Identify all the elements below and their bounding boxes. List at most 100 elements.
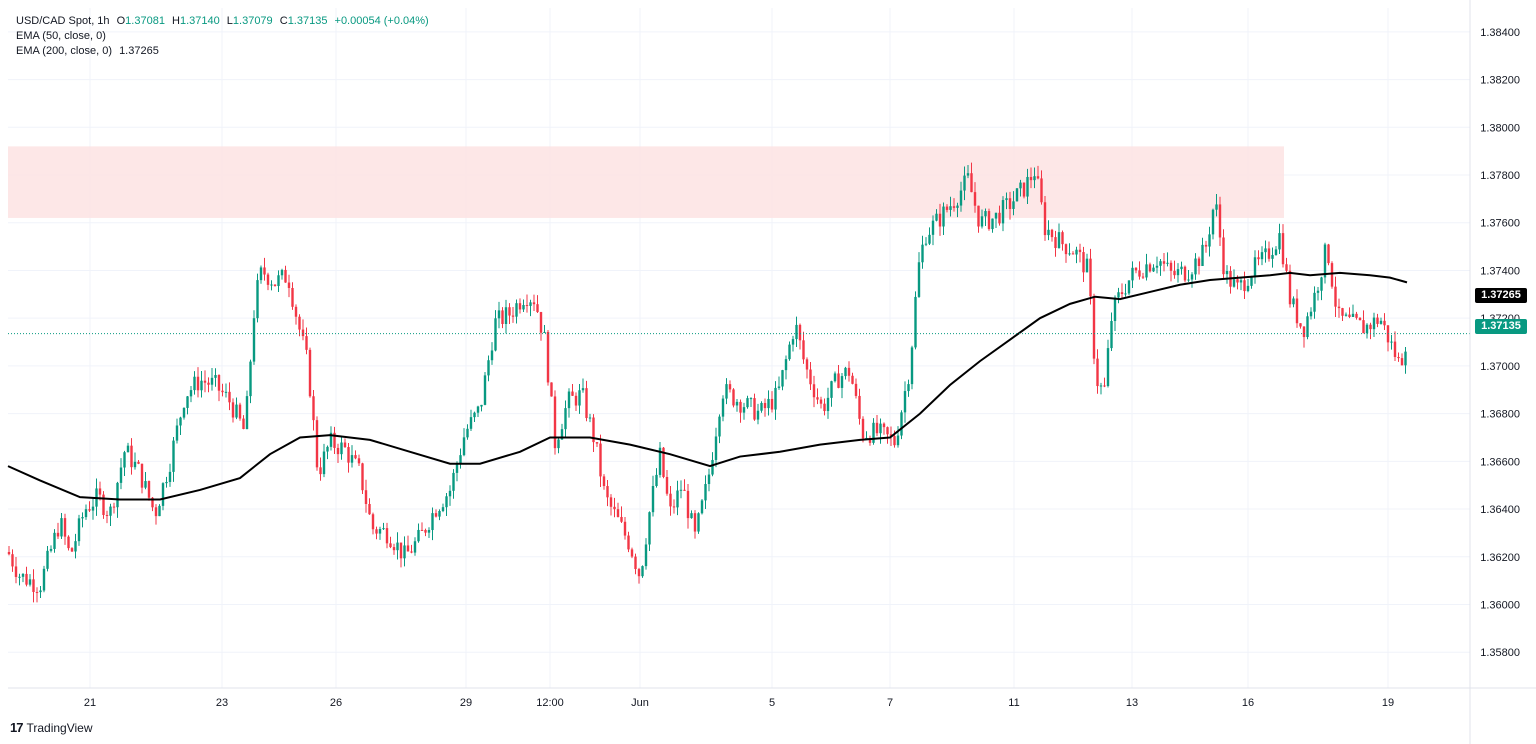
candle-body [679, 489, 683, 491]
tradingview-logo-icon: 17 [10, 720, 24, 735]
candle-body [1299, 323, 1302, 327]
candle [1124, 283, 1127, 297]
candle-body [711, 459, 714, 475]
candle [1292, 296, 1295, 308]
candle-body [588, 417, 592, 419]
candle [389, 536, 392, 549]
candle-body [1012, 201, 1015, 209]
candle [784, 355, 788, 380]
legend-ema50-row[interactable]: EMA (50, close, 0) [16, 29, 429, 44]
candle-body [154, 507, 158, 517]
candle [630, 547, 634, 559]
candle-body [228, 391, 231, 403]
legend-ema200-row[interactable]: EMA (200, close, 0) 1.37265 [16, 44, 429, 59]
candle-body [242, 418, 245, 430]
candle-body [1400, 358, 1404, 366]
candle [119, 458, 123, 490]
candle-body [312, 396, 315, 421]
candle-body [1372, 317, 1376, 330]
candle-body [1047, 229, 1050, 236]
candle-body [392, 547, 396, 551]
candle-body [1092, 296, 1096, 359]
candle-body [182, 407, 186, 418]
candle [1365, 323, 1369, 339]
candle-body [914, 296, 917, 348]
candle [1110, 312, 1113, 352]
ema200-price-tag: 1.37265 [1475, 288, 1527, 303]
candle [648, 511, 651, 551]
time-tick-label: 12:00 [536, 697, 564, 709]
candle-body [189, 390, 193, 397]
candle [291, 282, 294, 310]
candle-body [788, 344, 791, 360]
candle [224, 383, 228, 398]
candle [431, 507, 434, 541]
candle [536, 295, 539, 314]
candle [1281, 224, 1285, 268]
candle [991, 218, 994, 233]
candle-body [725, 384, 728, 399]
candle [175, 418, 179, 444]
candle [539, 311, 543, 341]
candle [1036, 165, 1040, 180]
candle [1159, 259, 1162, 276]
candle-body [938, 213, 942, 227]
candle-body [343, 442, 347, 448]
candle [798, 323, 802, 350]
candle-body [616, 509, 620, 517]
candle [424, 528, 427, 537]
candle-body [1250, 277, 1253, 286]
candle-body [21, 573, 25, 577]
candle [1194, 253, 1197, 280]
candle-body [844, 367, 847, 377]
candle-body [1267, 248, 1271, 259]
candle [557, 436, 560, 454]
candle-body [1292, 298, 1295, 305]
candle-body [1344, 314, 1348, 316]
candle [963, 166, 966, 201]
candle [1344, 312, 1348, 317]
candle-body [987, 211, 991, 230]
candle [1001, 196, 1005, 232]
candle-body [781, 370, 784, 387]
candle-body [130, 445, 133, 468]
candle [875, 415, 879, 437]
candle-body [399, 542, 403, 559]
candle [1040, 170, 1043, 205]
candle [910, 345, 914, 390]
candle [532, 294, 536, 311]
candle [1180, 261, 1183, 275]
candle-body [1180, 266, 1183, 270]
candle-body [1404, 351, 1407, 366]
candle [571, 383, 574, 396]
candle [228, 382, 231, 411]
candle [1358, 317, 1362, 321]
candle [203, 370, 207, 393]
candle-body [1278, 233, 1281, 250]
candle [879, 418, 882, 444]
candle-body [203, 380, 207, 383]
tradingview-branding[interactable]: 17 TradingView [10, 720, 93, 735]
candle-body [1306, 316, 1309, 338]
candle [382, 522, 385, 531]
candle [529, 299, 532, 317]
candle-body [462, 437, 466, 456]
candle-body [1379, 320, 1383, 324]
candle-body [350, 455, 354, 463]
candle-body [371, 514, 375, 530]
candle-body [613, 506, 616, 510]
candle-body [557, 439, 560, 449]
candle-body [697, 513, 700, 532]
candle-body [1288, 270, 1292, 305]
candle-body [221, 390, 224, 393]
candle-body [644, 544, 648, 567]
candle [182, 407, 186, 420]
candle-body [1362, 320, 1365, 334]
candle [287, 274, 291, 298]
candle-body [1015, 188, 1019, 202]
candle-body [364, 490, 368, 504]
candle-body [452, 472, 455, 491]
candle-body [7, 552, 11, 555]
